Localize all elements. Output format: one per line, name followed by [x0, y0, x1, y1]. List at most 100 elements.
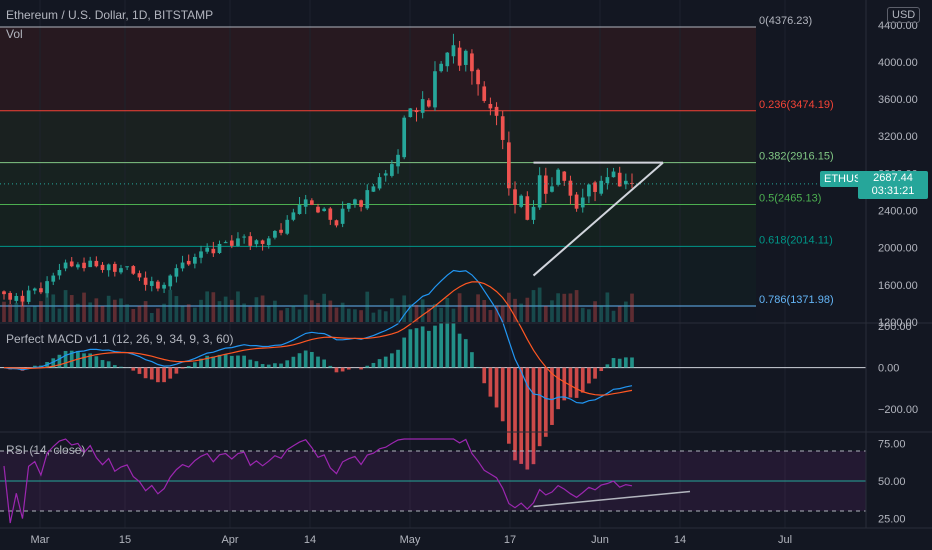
macd-panel[interactable]: [0, 269, 866, 470]
candle-body: [57, 269, 62, 276]
price-axis-label: 1600.00: [878, 280, 918, 292]
macd-histogram-bar: [537, 367, 542, 447]
macd-histogram-bar: [211, 356, 216, 368]
volume-bar: [587, 309, 591, 322]
candle-body: [309, 200, 314, 205]
currency-button[interactable]: USD: [887, 7, 921, 23]
candle-body: [451, 45, 456, 57]
volume-bar: [69, 295, 74, 322]
volume-bar: [162, 303, 166, 322]
macd-histogram-bar: [88, 353, 93, 368]
fib-level-label: 0.236(3474.19): [759, 99, 834, 111]
candle-body: [420, 99, 425, 113]
macd-label[interactable]: Perfect MACD v1.1 (12, 26, 9, 34, 9, 3, …: [6, 332, 234, 346]
candle-body: [82, 262, 86, 269]
volume-bar: [402, 295, 407, 322]
macd-histogram-bar: [488, 367, 493, 397]
volume-bar: [174, 296, 179, 322]
candle-body: [100, 264, 105, 270]
candle-body: [543, 175, 548, 194]
time-axis-label: 14: [304, 534, 316, 546]
volume-bar: [266, 306, 271, 322]
rsi-axis-label: 25.00: [878, 514, 906, 526]
volume-bar: [451, 308, 456, 322]
macd-histogram-bar: [168, 367, 173, 379]
candle-body: [8, 292, 13, 300]
candle-body: [106, 264, 111, 271]
volume-bar: [180, 306, 185, 322]
candle-body: [414, 110, 419, 113]
volume-bar: [439, 307, 443, 322]
candle-body: [340, 208, 345, 224]
macd-histogram-bar: [143, 367, 148, 379]
macd-histogram-bar: [630, 357, 634, 368]
volume-bar: [531, 290, 536, 322]
time-axis-label: May: [400, 534, 421, 546]
macd-histogram-bar: [611, 358, 616, 368]
fib-level-label: 0.5(2465.13): [759, 192, 821, 204]
volume-bar: [537, 287, 542, 322]
candle-body: [94, 260, 99, 267]
volume-bar: [500, 305, 505, 322]
rsi-label[interactable]: RSI (14, close): [6, 443, 86, 457]
candle-body: [550, 186, 554, 192]
candle-body: [488, 103, 493, 109]
macd-line: [3, 269, 633, 404]
fibonacci-retracement[interactable]: 0(4376.23) 0.236(3474.19) 0.382(2916.15) 0.…: [0, 15, 834, 307]
volume-bar: [420, 299, 425, 322]
volume-bar: [285, 307, 290, 322]
volume-bar: [297, 309, 302, 322]
macd-histogram-bar: [149, 367, 154, 380]
trend-annotations[interactable]: [0, 161, 866, 277]
macd-histogram-bar: [174, 367, 179, 374]
volume-bar: [562, 293, 567, 322]
rsi-line: [3, 438, 633, 524]
candle-body: [180, 262, 185, 269]
volume-bar: [223, 296, 228, 322]
candle-body: [51, 275, 56, 282]
rsi-axis-label: 75.00: [878, 439, 906, 451]
volume-bar: [39, 301, 43, 322]
macd-histogram-bar: [63, 350, 68, 368]
volume-bar: [334, 307, 339, 322]
candle-body: [297, 204, 302, 214]
candle-body: [119, 268, 123, 273]
macd-histogram-bar: [119, 366, 123, 368]
candle-body: [168, 275, 173, 287]
volume-bar: [205, 291, 210, 322]
candle-body: [537, 175, 542, 208]
volume-bar: [88, 302, 93, 322]
volume-bar: [507, 292, 511, 322]
time-axis-label: 15: [119, 534, 131, 546]
fib-zone: [0, 110, 756, 163]
macd-histogram-bar: [156, 367, 160, 383]
candle-body: [470, 53, 474, 72]
volume-bar: [260, 295, 265, 322]
volume-bar: [57, 308, 62, 322]
macd-histogram-bar: [617, 358, 622, 368]
macd-axis-label: −200.00: [878, 404, 918, 416]
volume-bar: [137, 305, 142, 322]
candle-body: [482, 86, 487, 101]
price-candles[interactable]: [2, 33, 634, 307]
macd-histogram-bar: [297, 353, 302, 368]
volume-bar: [519, 303, 524, 322]
volume-bar: [414, 304, 419, 322]
candle-body: [125, 266, 129, 268]
macd-histogram-bar: [623, 357, 628, 368]
candle-body: [76, 264, 80, 268]
volume-bar: [168, 289, 173, 322]
macd-histogram-bar: [556, 367, 560, 410]
rsi-panel[interactable]: [0, 438, 866, 524]
volume-bar: [248, 306, 253, 322]
macd-histogram-bar: [531, 367, 536, 465]
macd-histogram-bar: [186, 366, 191, 368]
macd-histogram-bar: [248, 359, 253, 368]
volume-bar: [630, 293, 634, 322]
macd-histogram-bar: [285, 360, 290, 368]
volume-bar: [45, 289, 49, 322]
candle-body: [353, 199, 357, 205]
candle-body: [623, 180, 628, 185]
candle-body: [316, 206, 320, 213]
